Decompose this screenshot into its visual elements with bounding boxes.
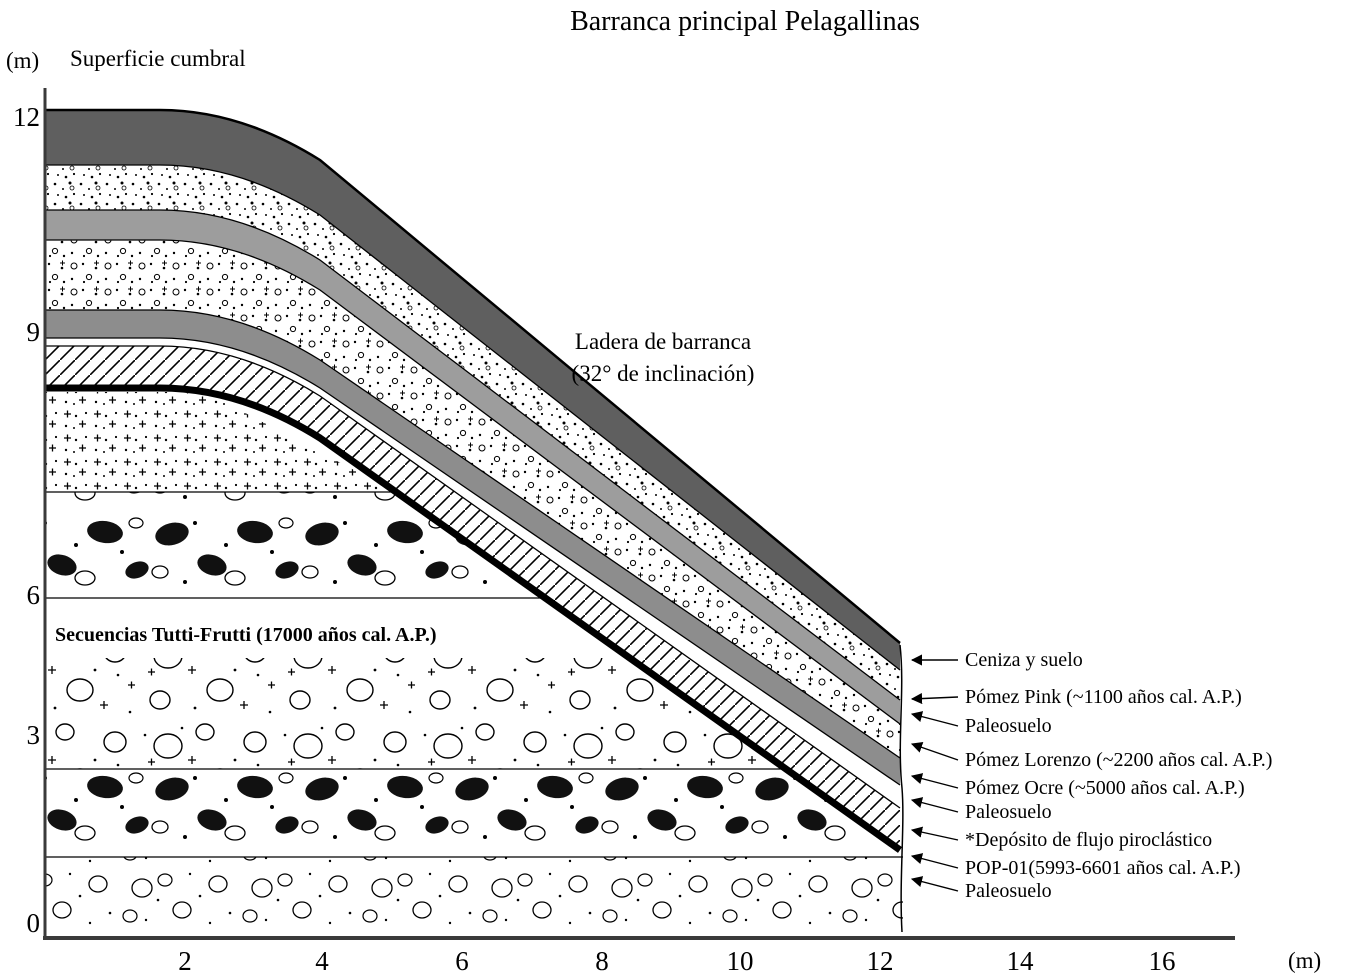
band-boundary bbox=[45, 164, 901, 671]
ladera-label-line2: (32° de inclinación) bbox=[572, 361, 755, 386]
x-tick-4: 4 bbox=[315, 946, 329, 976]
slope-strata bbox=[45, 108, 904, 933]
band-boundary bbox=[45, 337, 901, 786]
label-arrow bbox=[910, 692, 959, 705]
stratum-black-clasts-upper bbox=[45, 492, 545, 598]
label-paleosuelo-3: Paleosuelo bbox=[965, 880, 1052, 902]
label-pomez-lorenzo: Pómez Lorenzo (~2200 años cal. A.P.) bbox=[965, 749, 1272, 771]
label-deposito-flujo-piroclastico: *Depósito de flujo piroclástico bbox=[965, 829, 1212, 851]
band-boundary bbox=[45, 209, 901, 701]
annotations: Barranca principal Pelagallinas Superfic… bbox=[55, 6, 920, 646]
y-tick-9: 9 bbox=[27, 317, 41, 347]
x-tick-10: 10 bbox=[727, 946, 754, 976]
band-boundary bbox=[45, 309, 901, 759]
y-tick-3: 3 bbox=[27, 720, 41, 750]
label-arrow bbox=[910, 876, 959, 892]
ladera-label-line1: Ladera de barranca bbox=[575, 329, 751, 354]
y-tick-6: 6 bbox=[27, 580, 41, 610]
stratum-white-band bbox=[45, 598, 630, 658]
stratum-tutti-frutti bbox=[45, 658, 786, 769]
y-tick-12: 12 bbox=[13, 102, 40, 132]
label-arrow bbox=[910, 853, 959, 869]
pop01-bold-contact-line bbox=[45, 384, 903, 853]
stratum-ash-plus-band bbox=[45, 392, 396, 492]
x-tick-16: 16 bbox=[1149, 946, 1176, 976]
axes: 12 9 6 3 0 2 4 6 8 10 12 14 16 (m) (m) bbox=[6, 48, 1321, 976]
label-paleosuelo-2: Paleosuelo bbox=[965, 801, 1052, 823]
band-boundary bbox=[45, 345, 901, 809]
y-tick-0: 0 bbox=[27, 908, 41, 938]
figure-title: Barranca principal Pelagallinas bbox=[570, 6, 920, 37]
label-ceniza-y-suelo: Ceniza y suelo bbox=[965, 649, 1083, 671]
label-arrow bbox=[910, 711, 959, 727]
x-tick-2: 2 bbox=[178, 946, 192, 976]
surface-outline bbox=[45, 108, 901, 644]
label-pomez-pink: Pómez Pink (~1100 años cal. A.P.) bbox=[965, 686, 1242, 708]
x-tick-6: 6 bbox=[455, 946, 469, 976]
band-boundary bbox=[45, 239, 901, 725]
y-axis-unit: (m) bbox=[6, 48, 39, 73]
secuencias-tutti-frutti-label: Secuencias Tutti-Frutti (17000 años cal.… bbox=[55, 624, 437, 646]
x-tick-8: 8 bbox=[595, 946, 609, 976]
label-pomez-ocre: Pómez Ocre (~5000 años cal. A.P.) bbox=[965, 777, 1245, 799]
band-pomez-lorenzo bbox=[45, 240, 900, 758]
label-arrow bbox=[910, 797, 959, 813]
x-axis-unit: (m) bbox=[1288, 948, 1321, 973]
x-tick-12: 12 bbox=[867, 946, 894, 976]
stratum-black-clasts-lower bbox=[45, 769, 903, 857]
stratum-bottom-paleosuelo bbox=[45, 857, 903, 933]
label-pop-01: POP-01(5993-6601 años cal. A.P.) bbox=[965, 857, 1241, 879]
superficie-cumbral-label: Superficie cumbral bbox=[70, 46, 246, 71]
label-arrow bbox=[910, 742, 959, 761]
lower-strata bbox=[45, 392, 903, 933]
outcrop-right-edge bbox=[899, 644, 904, 933]
label-arrow bbox=[910, 826, 959, 841]
x-tick-14: 14 bbox=[1007, 946, 1035, 976]
label-paleosuelo-1: Paleosuelo bbox=[965, 715, 1052, 737]
strata-labels: Ceniza y suelo Pómez Pink (~1100 años ca… bbox=[910, 649, 1272, 902]
label-arrow bbox=[910, 773, 959, 789]
